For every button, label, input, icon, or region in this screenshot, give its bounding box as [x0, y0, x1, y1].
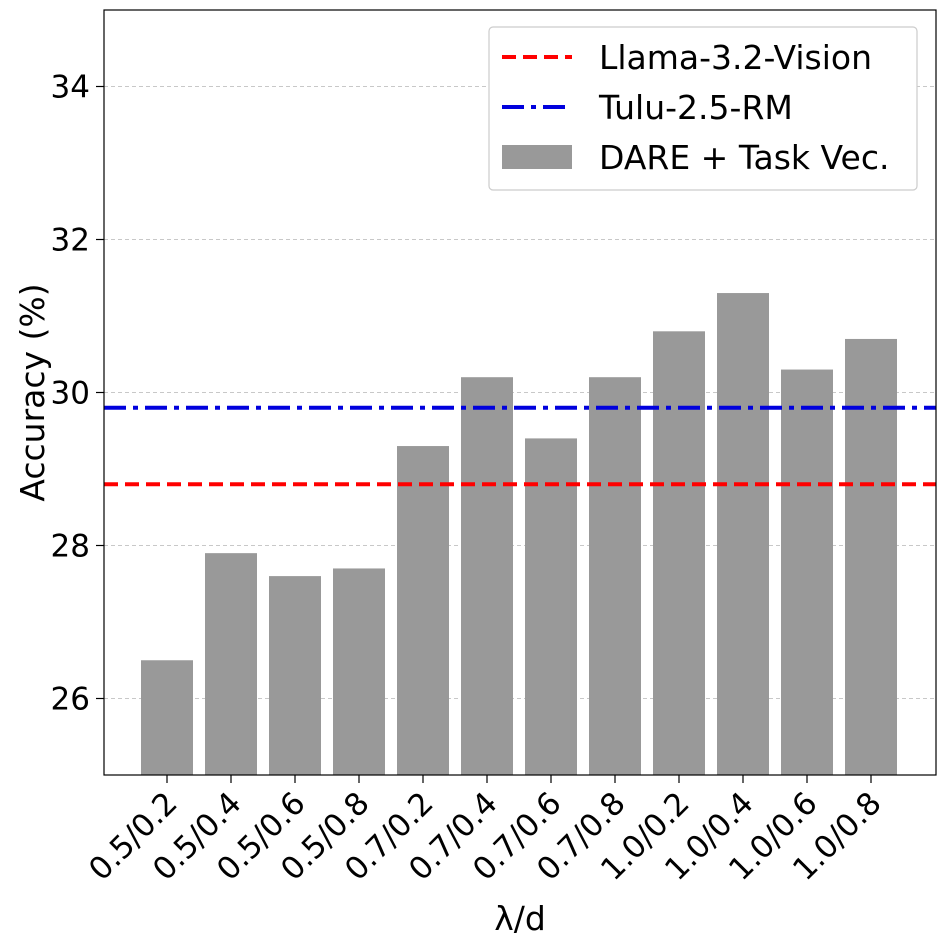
reference-lines: [104, 405, 936, 487]
y-tick-label-32: 32: [51, 223, 90, 259]
bar-0.5/0.8: [333, 568, 385, 775]
bar-0.7/0.6: [525, 438, 577, 775]
legend-swatch-dare: [502, 145, 572, 169]
y-axis-label: Accuracy (%): [13, 283, 52, 501]
legend-box: [488, 26, 918, 191]
bar-0.7/0.8: [589, 377, 641, 775]
legend: Llama-3.2-Vision Tulu-2.5-RM DARE + Task…: [488, 26, 918, 191]
bar-0.5/0.2: [141, 660, 193, 775]
x-axis: 0.5/0.20.5/0.40.5/0.60.5/0.80.7/0.20.7/0…: [82, 775, 889, 888]
bar-1.0/0.8: [845, 338, 897, 775]
bar-0.7/0.2: [397, 446, 449, 775]
bar-0.5/0.6: [269, 576, 321, 775]
bars: [141, 293, 897, 775]
x-axis-label: λ/d: [494, 899, 546, 938]
y-axis: 26 28 30 32 34: [51, 70, 104, 718]
y-tick-label-28: 28: [51, 529, 90, 565]
legend-label-dare: DARE + Task Vec.: [599, 138, 889, 177]
legend-label-tulu: Tulu-2.5-RM: [598, 88, 793, 127]
bar-1.0/0.6: [781, 369, 833, 775]
y-tick-label-30: 30: [51, 376, 90, 412]
y-tick-label-34: 34: [51, 70, 90, 106]
bar-1.0/0.2: [653, 331, 705, 775]
bar-0.5/0.4: [205, 553, 257, 775]
legend-label-llama: Llama-3.2-Vision: [599, 38, 872, 77]
bar-0.7/0.4: [461, 377, 513, 775]
bar-1.0/0.4: [717, 293, 769, 775]
y-tick-label-26: 26: [51, 682, 90, 718]
